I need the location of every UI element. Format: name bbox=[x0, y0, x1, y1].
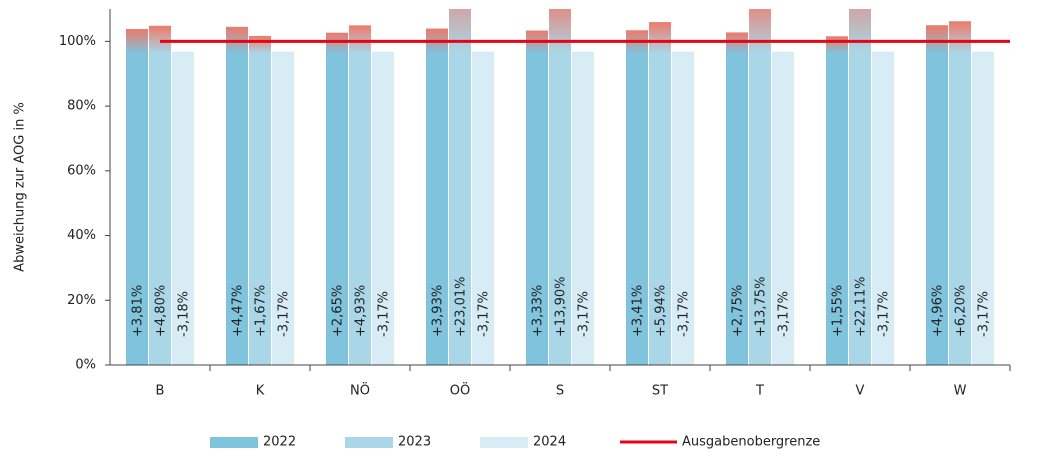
value-label: +3,41% bbox=[631, 285, 646, 337]
x-tick-label: OÖ bbox=[450, 382, 470, 399]
bar bbox=[772, 51, 794, 365]
x-tick-label: B bbox=[156, 384, 165, 399]
bar bbox=[149, 25, 171, 365]
bar bbox=[372, 51, 394, 365]
value-label: +6,20% bbox=[954, 285, 969, 337]
value-label: +13,90% bbox=[554, 277, 569, 337]
x-tick-label: K bbox=[256, 384, 265, 399]
bar bbox=[872, 51, 894, 365]
bar bbox=[272, 51, 294, 365]
bar bbox=[826, 36, 848, 366]
value-label: +1,55% bbox=[831, 285, 846, 337]
value-label: +3,93% bbox=[431, 285, 446, 337]
value-label: +1,67% bbox=[254, 285, 269, 337]
bar bbox=[172, 51, 194, 365]
value-label: -3,17% bbox=[977, 291, 992, 337]
bar bbox=[849, 9, 871, 365]
value-label: -3,17% bbox=[277, 291, 292, 337]
legend-swatch bbox=[345, 437, 393, 448]
legend-label: 2024 bbox=[533, 435, 566, 450]
bar-overrun bbox=[126, 29, 148, 54]
bar-overrun bbox=[326, 32, 348, 54]
x-tick-label: V bbox=[856, 384, 865, 399]
y-tick-label: 0% bbox=[75, 358, 96, 373]
x-tick-label: S bbox=[556, 384, 564, 399]
value-label: -3,17% bbox=[877, 291, 892, 337]
bar bbox=[226, 26, 248, 365]
bar-overrun bbox=[449, 9, 471, 54]
value-label: +22,11% bbox=[854, 277, 869, 337]
bar-overrun bbox=[349, 25, 371, 54]
value-label: +13,75% bbox=[754, 277, 769, 337]
bar bbox=[572, 51, 594, 365]
bar bbox=[672, 51, 694, 365]
value-label: +4,80% bbox=[154, 285, 169, 337]
bar bbox=[249, 35, 271, 365]
value-label: -3,17% bbox=[577, 291, 592, 337]
legend-swatch bbox=[210, 437, 258, 448]
bar bbox=[426, 28, 448, 366]
bar-overrun bbox=[749, 9, 771, 54]
value-label: +2,75% bbox=[731, 285, 746, 337]
bar bbox=[526, 30, 548, 365]
bar-overrun bbox=[849, 9, 871, 54]
bar bbox=[749, 9, 771, 365]
value-label: +4,93% bbox=[354, 285, 369, 337]
x-tick-label: W bbox=[954, 384, 967, 399]
bar-overrun bbox=[649, 22, 671, 54]
value-label: +2,65% bbox=[331, 285, 346, 337]
bar-overrun bbox=[549, 9, 571, 54]
bar-overrun bbox=[949, 21, 971, 54]
bar bbox=[926, 25, 948, 365]
value-label: +5,94% bbox=[654, 285, 669, 337]
legend-label: 2023 bbox=[398, 435, 431, 450]
legend-label: 2022 bbox=[263, 435, 296, 450]
value-label: -3,17% bbox=[777, 291, 792, 337]
bar bbox=[549, 9, 571, 366]
value-label: +4,47% bbox=[231, 285, 246, 337]
value-label: +4,96% bbox=[931, 285, 946, 337]
legend-swatch bbox=[480, 437, 528, 448]
x-tick-label: NÖ bbox=[350, 382, 370, 399]
bar bbox=[649, 22, 671, 365]
value-label: -3,17% bbox=[377, 291, 392, 337]
bar bbox=[726, 32, 748, 366]
bar bbox=[126, 29, 148, 366]
y-tick-label: 100% bbox=[59, 34, 96, 49]
plot bbox=[126, 9, 994, 366]
value-label: -3,18% bbox=[177, 291, 192, 337]
value-label: +3,33% bbox=[531, 285, 546, 337]
bar-overrun bbox=[149, 25, 171, 54]
bar bbox=[972, 51, 994, 365]
y-tick-label: 80% bbox=[67, 99, 96, 114]
y-tick-label: 40% bbox=[67, 228, 96, 243]
x-tick-label: ST bbox=[652, 384, 668, 399]
bar-overrun bbox=[249, 35, 271, 54]
x-tick-label: T bbox=[755, 384, 764, 399]
bar-overrun bbox=[826, 36, 848, 54]
bar bbox=[449, 9, 471, 366]
legend-label: Ausgabenobergrenze bbox=[682, 435, 820, 450]
bar-overrun bbox=[926, 25, 948, 54]
bar bbox=[349, 25, 371, 366]
bar bbox=[949, 21, 971, 365]
y-axis-title: Abweichung zur AOG in % bbox=[13, 102, 28, 272]
value-label: -3,17% bbox=[677, 291, 692, 337]
bar bbox=[626, 30, 648, 365]
y-tick-label: 20% bbox=[67, 293, 96, 308]
bar-overrun bbox=[726, 32, 748, 54]
value-label: -3,17% bbox=[477, 291, 492, 337]
bar bbox=[326, 32, 348, 366]
value-label: +3,81% bbox=[131, 285, 146, 337]
value-label: +23,01% bbox=[454, 277, 469, 337]
y-tick-label: 60% bbox=[67, 163, 96, 178]
bar bbox=[472, 51, 494, 365]
